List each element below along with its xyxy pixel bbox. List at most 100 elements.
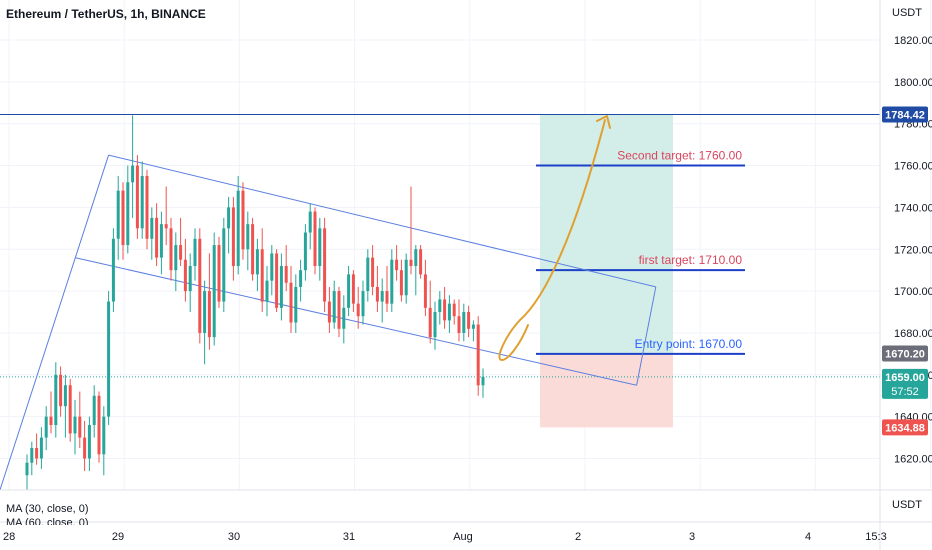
arrow-head-icon [596, 115, 611, 129]
channel-left-leg[interactable] [0, 154, 110, 491]
time-tick-label: 28 [3, 531, 15, 543]
candle-body [107, 301, 111, 417]
target-label-1[interactable]: Second target: 1760.00 [617, 149, 742, 163]
time-tick-label: 31 [343, 531, 355, 543]
candle-body [270, 253, 274, 281]
projection-arrow[interactable] [498, 115, 611, 362]
time-tick-label: 15:3 [865, 531, 886, 543]
price-tick-label: 1620.00 [894, 454, 932, 466]
indicator-ma30[interactable]: MA (30, close, 0) [6, 503, 89, 515]
candle-body [59, 374, 63, 407]
candle-body [476, 324, 480, 386]
candle-body [356, 303, 360, 317]
indicator-ma60[interactable]: MA (60, close, 0) [6, 517, 89, 525]
time-axis[interactable]: 28 29 30 31 Aug 2 3 4 15:3 [3, 531, 887, 543]
candle-body [399, 270, 403, 296]
candle-body [390, 259, 394, 304]
candle-body [174, 245, 178, 271]
candle-body [116, 190, 120, 239]
candle-body [303, 232, 307, 271]
projection-arrow-path[interactable] [498, 119, 606, 362]
time-tick-label: 29 [112, 531, 124, 543]
candle-body [169, 228, 173, 271]
candle-body [188, 265, 192, 292]
candle-body [241, 190, 245, 250]
candle-body [351, 274, 355, 304]
candle-body [289, 282, 293, 323]
candle-body [97, 395, 101, 455]
candle-body [284, 265, 288, 283]
resistance-price-tag: 1784.42 [885, 109, 925, 121]
price-tick-label: 1720.00 [894, 244, 932, 256]
candle-body [222, 228, 226, 302]
candle-body [380, 291, 384, 302]
candle-body [443, 299, 447, 321]
candle-body [332, 291, 336, 323]
candle-body [323, 228, 327, 302]
candle-body [231, 207, 235, 266]
candle-body [423, 274, 427, 308]
entry-price-tag-bg [882, 345, 928, 362]
candle-body [203, 291, 207, 333]
price-tick-label: 1680.00 [894, 328, 932, 340]
time-tick-label: 3 [689, 531, 695, 543]
stop-price-tag: 1634.88 [885, 422, 925, 434]
candle-body [111, 238, 115, 302]
candle-body [44, 416, 48, 438]
candle-body [313, 211, 317, 266]
candle-body [193, 238, 197, 266]
price-tick-label: 1760.00 [894, 161, 932, 173]
candle-body [347, 274, 351, 308]
candle-body [337, 291, 341, 329]
target-lines[interactable]: Second target: 1760.00 first target: 1710… [536, 149, 745, 355]
current-price-tag: 1659.00 [885, 372, 925, 384]
channel-upper-line[interactable] [108, 154, 656, 288]
channel-lower-line[interactable] [74, 257, 637, 386]
candle-body [227, 207, 231, 229]
candle-body [121, 190, 125, 246]
candle-body [25, 462, 29, 476]
candle-body [371, 257, 375, 287]
candle-body [385, 291, 389, 304]
candle-body [404, 259, 408, 296]
candle-body [35, 448, 39, 459]
resistance-price-tag-bg [882, 106, 928, 123]
price-tick-label: 1800.00 [894, 77, 932, 89]
symbol-title[interactable]: Ethereum / TetherUS, 1h, BINANCE [6, 7, 206, 21]
candle-body [419, 249, 423, 275]
candle-body [212, 245, 216, 338]
resistance-line[interactable] [0, 113, 880, 378]
candle-body [255, 249, 259, 275]
candle-body [102, 416, 106, 455]
chart-grid [0, 0, 932, 490]
candle-body [131, 165, 135, 183]
candle-body [155, 217, 159, 258]
current-price-tag-bg [882, 368, 928, 399]
candle-body [481, 376, 485, 386]
candle-body [279, 265, 283, 308]
target-label-2[interactable]: first target: 1710.00 [639, 253, 743, 267]
channel-right-edge[interactable] [636, 286, 657, 386]
candle-body [198, 238, 202, 333]
candle-body [438, 299, 442, 313]
stop-loss-zone[interactable] [540, 353, 673, 428]
candlestick-series [25, 115, 485, 490]
candle-body [30, 448, 34, 463]
candle-body [54, 374, 58, 426]
candle-body [246, 224, 250, 250]
candle-body [457, 316, 461, 333]
time-tick-label: 4 [805, 531, 811, 543]
target-label-3[interactable]: Entry point: 1670.00 [635, 337, 743, 351]
descending-channel[interactable] [0, 154, 657, 491]
candle-body [327, 301, 331, 323]
candle-body [217, 245, 221, 302]
candle-body [150, 217, 154, 239]
candle-body [207, 291, 211, 338]
candle-body [428, 307, 432, 338]
time-tick-label: 2 [575, 531, 581, 543]
candle-body [375, 286, 379, 302]
time-tick-label: 30 [228, 531, 240, 543]
candle-body [294, 286, 298, 323]
